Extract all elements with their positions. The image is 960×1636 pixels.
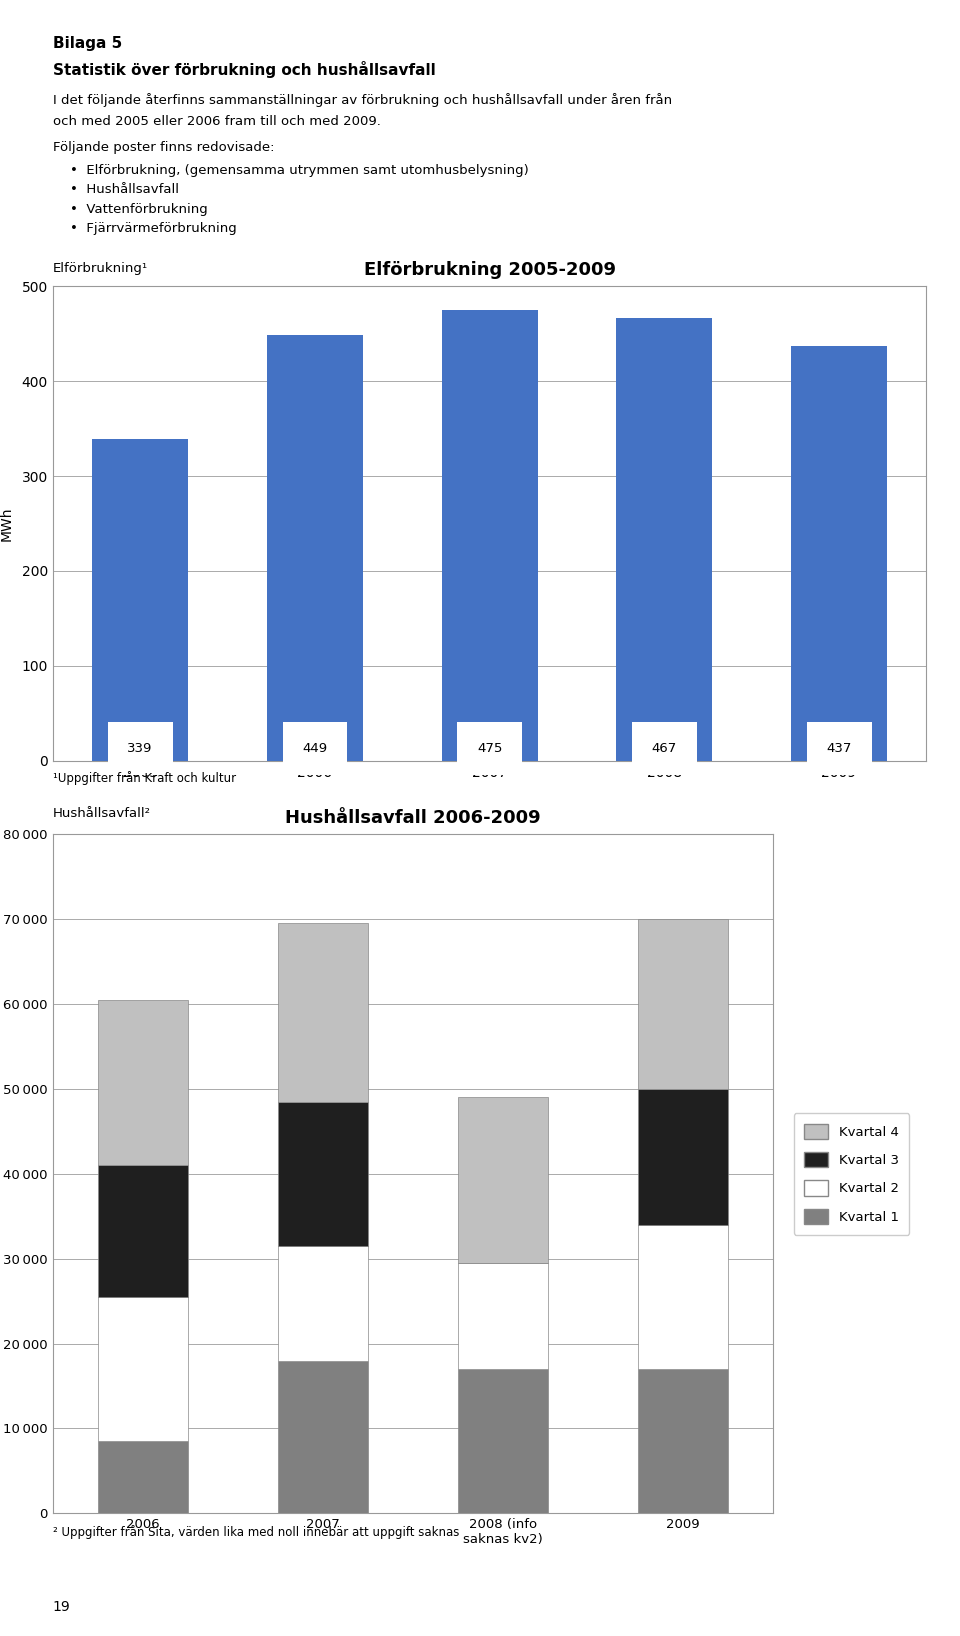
Text: 475: 475 — [477, 743, 502, 756]
Bar — [637, 1369, 728, 1513]
Text: 449: 449 — [302, 743, 327, 756]
Text: och med 2005 eller 2006 fram till och med 2009.: och med 2005 eller 2006 fram till och me… — [53, 115, 381, 128]
Bar — [98, 1165, 188, 1297]
Text: 437: 437 — [827, 743, 852, 756]
Text: •  Fjärrvärmeförbrukning: • Fjärrvärmeförbrukning — [70, 222, 237, 236]
Bar — [277, 923, 368, 1101]
Text: Hushållsavfall²: Hushållsavfall² — [53, 807, 151, 820]
Text: 19: 19 — [53, 1600, 70, 1615]
Bar — [98, 1441, 188, 1513]
Bar — [442, 311, 538, 761]
Text: Elförbrukning¹: Elförbrukning¹ — [53, 262, 148, 275]
Bar — [98, 1297, 188, 1441]
Bar — [458, 1098, 548, 1263]
Legend: Kvartal 4, Kvartal 3, Kvartal 2, Kvartal 1: Kvartal 4, Kvartal 3, Kvartal 2, Kvartal… — [794, 1112, 909, 1235]
Text: 467: 467 — [652, 743, 677, 756]
Bar — [616, 317, 712, 761]
Text: Följande poster finns redovisade:: Följande poster finns redovisade: — [53, 141, 275, 154]
Text: Statistik över förbrukning och hushållsavfall: Statistik över förbrukning och hushållsa… — [53, 61, 436, 77]
Bar — [637, 1090, 728, 1225]
Bar — [637, 919, 728, 1090]
Bar — [637, 1225, 728, 1369]
Title: Elförbrukning 2005-2009: Elförbrukning 2005-2009 — [364, 262, 615, 280]
Title: Hushållsavfall 2006-2009: Hushållsavfall 2006-2009 — [285, 810, 540, 828]
Text: Bilaga 5: Bilaga 5 — [53, 36, 122, 51]
Text: •  Vattenförbrukning: • Vattenförbrukning — [70, 203, 207, 216]
Text: ¹Uppgifter från Kraft och kultur: ¹Uppgifter från Kraft och kultur — [53, 771, 236, 785]
Text: 339: 339 — [128, 743, 153, 756]
Bar — [458, 1369, 548, 1513]
Bar — [277, 1361, 368, 1513]
Text: I det följande återfinns sammanställningar av förbrukning och hushållsavfall und: I det följande återfinns sammanställning… — [53, 93, 672, 108]
Bar — [92, 438, 188, 761]
Text: •  Elförbrukning, (gemensamma utrymmen samt utomhusbelysning): • Elförbrukning, (gemensamma utrymmen sa… — [70, 164, 529, 177]
Bar — [277, 1101, 368, 1247]
Text: ² Uppgifter från Sita, värden lika med noll innebär att uppgift saknas: ² Uppgifter från Sita, värden lika med n… — [53, 1525, 459, 1539]
Bar — [267, 335, 363, 761]
Bar — [458, 1263, 548, 1369]
Bar — [98, 1000, 188, 1165]
Bar — [791, 347, 887, 761]
Bar — [277, 1247, 368, 1361]
Y-axis label: MWh: MWh — [0, 506, 13, 542]
Text: •  Hushållsavfall: • Hushållsavfall — [70, 183, 180, 196]
